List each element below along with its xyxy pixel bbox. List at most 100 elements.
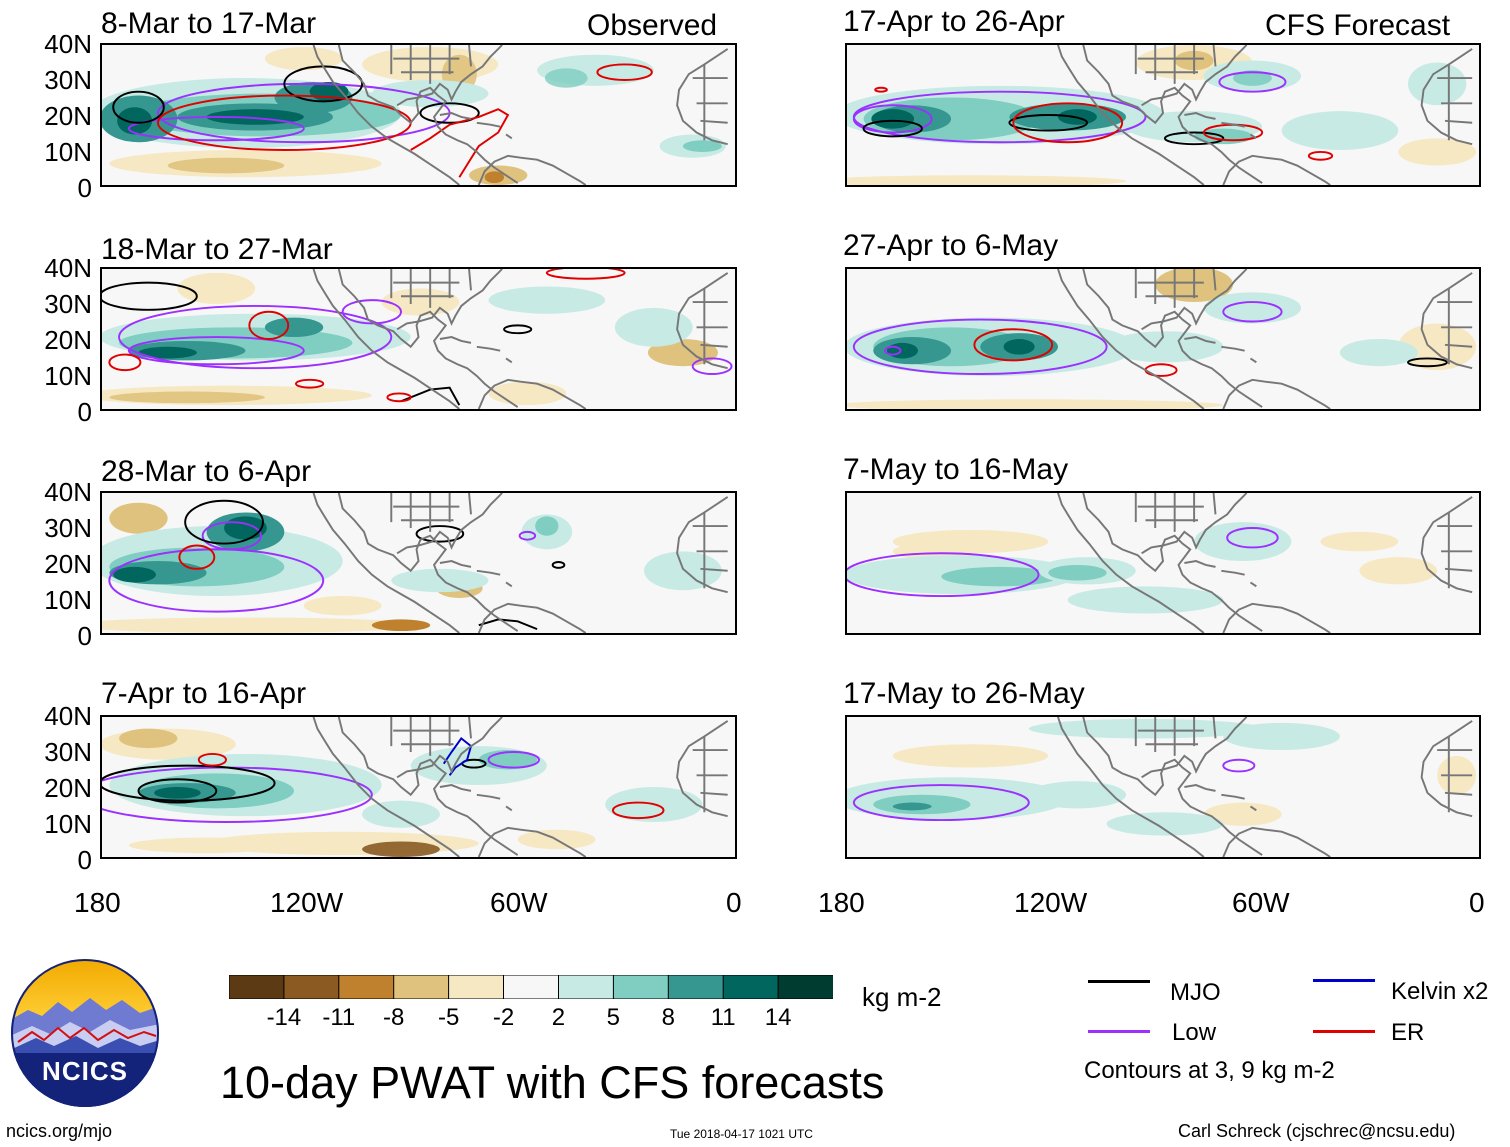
coastline — [1057, 493, 1205, 633]
colorbar-swatch-6 — [558, 974, 615, 1000]
coastline — [312, 45, 460, 185]
pwat-anomaly — [1203, 802, 1282, 826]
pwat-anomaly — [1203, 292, 1302, 324]
pwat-anomaly — [1106, 331, 1224, 363]
lat-label-panel3-3: 10N — [44, 585, 92, 615]
pwat-anomaly — [1233, 70, 1272, 86]
colorbar-swatch-1 — [283, 974, 340, 1000]
mjo-contour — [400, 386, 461, 406]
ncics-logo: NCICS — [10, 958, 160, 1108]
political-border — [692, 64, 728, 141]
colorbar-tick-1: -11 — [322, 1004, 356, 1031]
low-contour — [487, 751, 541, 769]
pwat-anomaly — [1194, 128, 1253, 145]
low-contour — [518, 530, 537, 541]
mjo-contour — [1008, 114, 1089, 132]
m4-canvas — [102, 717, 729, 857]
coastline — [1222, 378, 1331, 409]
political-border — [692, 736, 728, 813]
panel-6-title: 27-Apr to 6-May — [843, 229, 1059, 262]
m1-canvas — [102, 45, 729, 185]
pwat-anomaly — [117, 107, 153, 135]
lat-label-panel3-1: 30N — [44, 513, 92, 543]
colorbar-tick-4: -2 — [492, 1004, 515, 1031]
map-panel-5 — [845, 43, 1481, 187]
coastline — [477, 602, 587, 633]
lon-label-180-right: 180 — [818, 887, 865, 918]
m7-canvas — [847, 493, 1473, 633]
political-border — [692, 288, 728, 365]
er-contour — [874, 86, 888, 93]
political-border — [1134, 717, 1217, 756]
pwat-anomaly — [1339, 339, 1418, 367]
lat-label-panel2-0: 40N — [44, 253, 92, 283]
er-contour — [197, 752, 227, 767]
pwat-anomaly — [1028, 781, 1127, 809]
pwat-anomaly — [381, 288, 460, 316]
footer-timestamp: Tue 2018-04-17 1021 UTC — [670, 1127, 813, 1141]
lat-label-panel1-0: 40N — [44, 29, 92, 59]
pwat-anomaly — [1320, 531, 1399, 552]
mjo-contour — [1407, 357, 1448, 368]
pwat-anomaly — [892, 543, 971, 560]
political-border — [390, 269, 472, 308]
mjo-contour — [1163, 131, 1225, 146]
colorbar-swatch-10 — [777, 974, 834, 1000]
coastline — [676, 720, 729, 818]
lat-label-panel4-4: 0 — [77, 845, 92, 875]
forecast-tag: CFS Forecast — [1265, 9, 1451, 42]
panel-2-title: 18-Mar to 27-Mar — [101, 233, 333, 266]
legend-low-line — [1088, 1030, 1150, 1033]
lat-label-panel1-2: 20N — [44, 101, 92, 131]
pwat-anomaly — [535, 516, 559, 536]
political-border — [390, 717, 472, 756]
colorbar — [228, 974, 834, 1000]
colorbar-swatch-0 — [228, 974, 285, 1000]
pwat-anomaly — [303, 596, 382, 616]
lat-label-panel4-2: 20N — [44, 773, 92, 803]
coastline — [1141, 493, 1248, 555]
pwat-anomaly — [362, 800, 440, 828]
lon-label-60w-left: 60W — [490, 887, 548, 918]
mjo-contour — [862, 119, 923, 138]
legend-note: Contours at 3, 9 kg m-2 — [1084, 1057, 1335, 1084]
colorbar-swatch-5 — [503, 974, 560, 1000]
mjo-contour — [137, 778, 218, 804]
colorbar-tick-5: 2 — [551, 1004, 566, 1031]
colorbar-tick-2: -8 — [383, 1004, 405, 1031]
political-border — [1437, 512, 1473, 589]
low-contour — [883, 345, 902, 356]
lat-label-panel3-0: 40N — [44, 477, 92, 507]
pwat-anomaly — [391, 568, 489, 593]
coastline — [1420, 720, 1473, 818]
coastline — [477, 826, 587, 857]
coastline — [1222, 602, 1331, 633]
pwat-anomaly — [128, 837, 285, 854]
colorbar-swatch-4 — [448, 974, 505, 1000]
m5-canvas — [847, 45, 1477, 185]
low-contour — [341, 299, 402, 325]
mjo-contour — [415, 525, 465, 543]
low-contour — [1222, 301, 1283, 323]
coastline — [439, 336, 513, 364]
pwat-anomaly — [1398, 138, 1477, 166]
coastline — [312, 717, 460, 857]
map-panel-7 — [845, 491, 1481, 635]
coastline — [477, 154, 587, 185]
lat-label-panel3-4: 0 — [77, 621, 92, 651]
colorbar-tick-6: 5 — [606, 1004, 621, 1031]
low-contour — [201, 521, 262, 551]
political-border — [390, 45, 472, 84]
coastline — [1184, 112, 1257, 140]
coastline — [1420, 272, 1473, 370]
pwat-anomaly — [886, 342, 918, 359]
pwat-anomaly — [109, 502, 168, 534]
coastline — [312, 493, 460, 633]
political-border — [1437, 288, 1473, 365]
pwat-anomaly — [847, 399, 1224, 409]
er-contour — [1144, 363, 1178, 377]
coastline — [1184, 784, 1257, 812]
political-border — [1134, 269, 1217, 308]
pwat-anomaly — [614, 307, 693, 347]
coastline — [477, 378, 587, 409]
